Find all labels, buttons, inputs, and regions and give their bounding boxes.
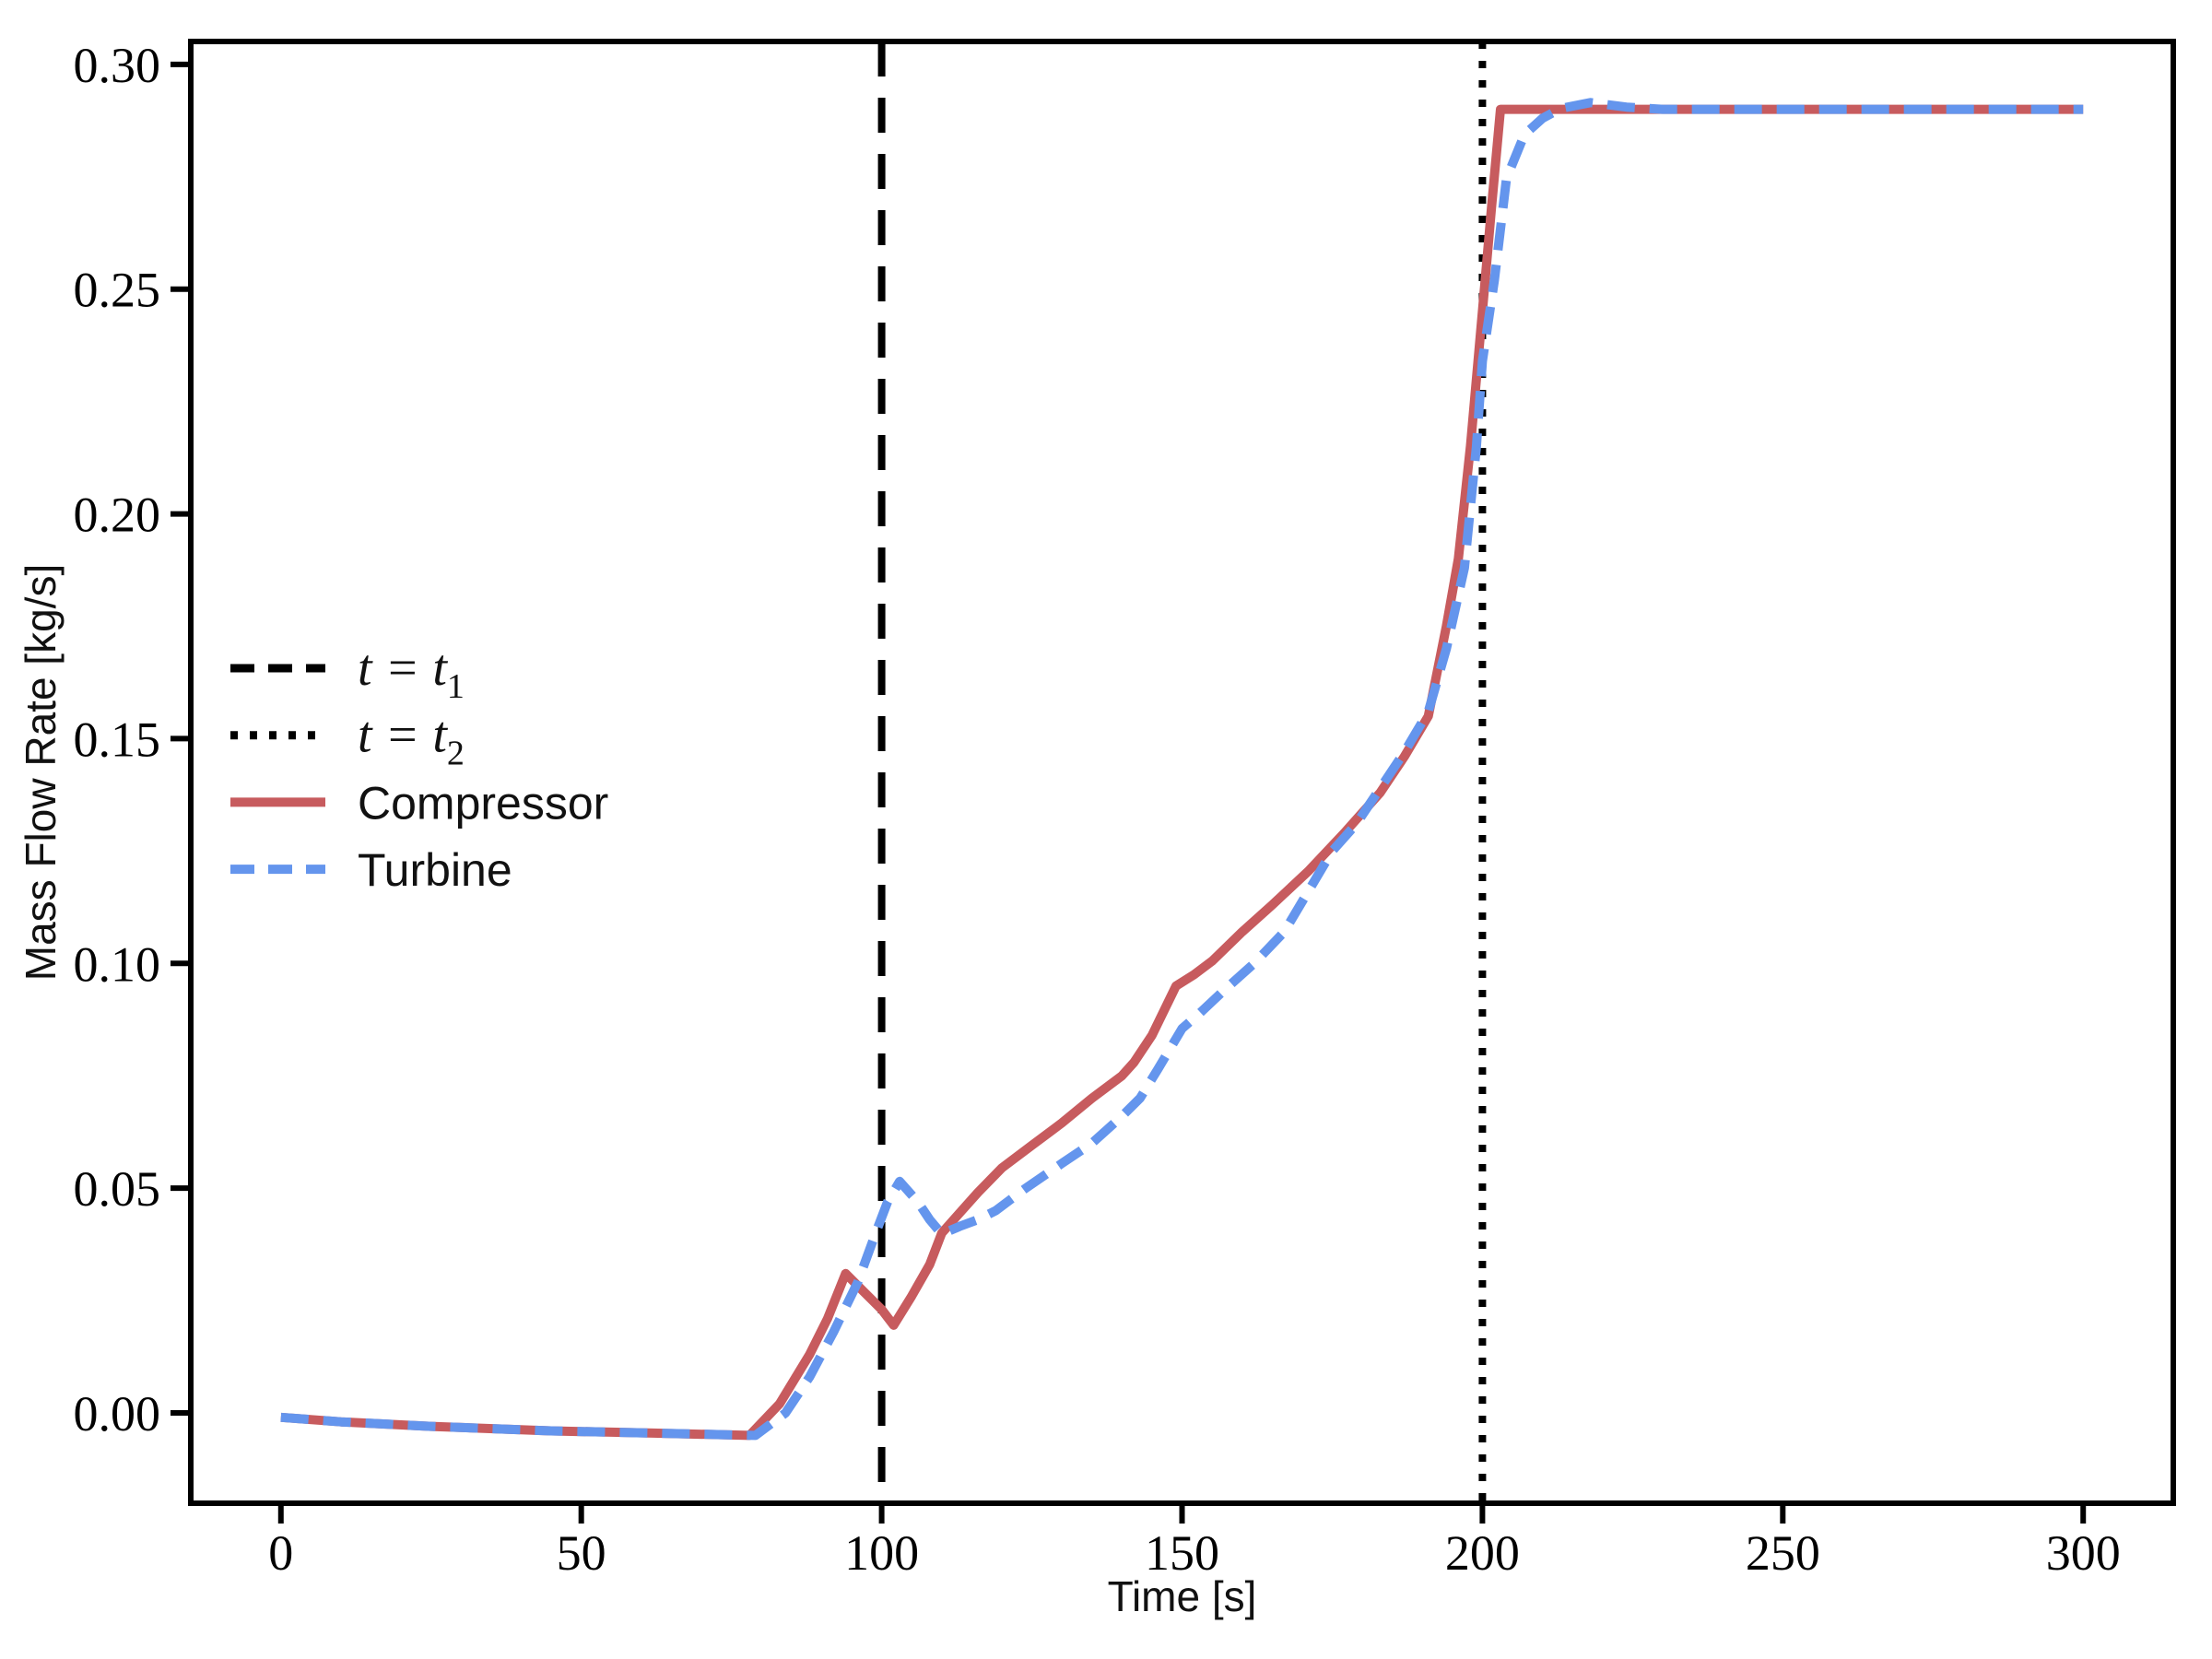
legend-label-t1: t = t1 [358,640,465,706]
x-axis-label: Time [s] [1108,1572,1257,1620]
series-compressor-line [280,104,2084,1441]
y-tick-label: 0.15 [74,712,161,767]
x-tick-label: 300 [2046,1525,2121,1581]
x-tick-label: 50 [557,1525,606,1581]
legend-label-subscript: 2 [447,735,465,773]
legend-item-t2: t = t2 [230,707,465,773]
y-tick-label: 0.05 [74,1161,161,1217]
x-tick-label: 100 [844,1525,919,1581]
x-tick-label: 200 [1445,1525,1520,1581]
legend-label-t2: t = t2 [358,707,465,773]
plot-area [191,41,2173,1503]
y-tick-label: 0.25 [74,263,161,318]
x-axis: 0 50 100 150 200 250 300 [268,1503,2121,1581]
x-tick-label: 150 [1145,1525,1219,1581]
legend-item-turbine: Turbine [230,844,512,896]
legend-label-turbine: Turbine [358,844,512,896]
legend-label-base: t = t [358,640,448,697]
series-turbine-line [280,98,2084,1441]
data-series [280,98,2084,1441]
legend-label-compressor: Compressor [358,777,608,829]
y-axis: 0.00 0.05 0.10 0.15 0.20 0.25 0.30 [74,38,191,1441]
y-tick-label: 0.00 [74,1386,161,1441]
legend-label-subscript: 1 [447,667,465,706]
legend-item-compressor: Compressor [230,777,608,829]
reference-lines [877,41,1487,1503]
x-tick-label: 250 [1746,1525,1820,1581]
x-tick-label: 0 [268,1525,293,1581]
legend-label-base: t = t [358,707,448,764]
legend-item-t1: t = t1 [230,640,465,706]
y-tick-label: 0.30 [74,38,161,93]
y-tick-label: 0.10 [74,936,161,992]
y-tick-label: 0.20 [74,488,161,543]
y-axis-label: Mass Flow Rate [kg/s] [17,564,65,981]
